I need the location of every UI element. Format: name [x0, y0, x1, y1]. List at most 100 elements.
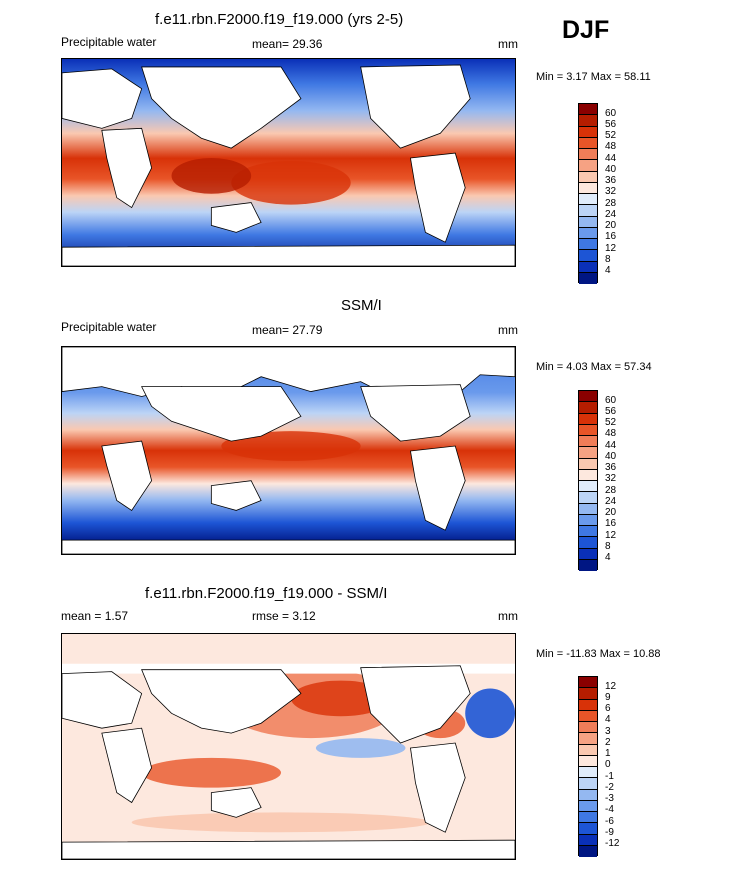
panel2-colorbar-label: 24	[605, 496, 617, 507]
panel1-land	[62, 64, 515, 266]
panel1-colorbar-swatch	[579, 205, 597, 217]
panel1-colorbar-label: 56	[605, 119, 617, 130]
panel3-map	[61, 633, 516, 860]
panel3-colorbar-swatch	[579, 823, 597, 835]
panel1-variable-label: Precipitable water	[61, 35, 157, 49]
panel3-colorbar-label: 6	[605, 703, 611, 714]
panel2-colorbar-swatch	[579, 424, 597, 436]
panel3-colorbar-label: -2	[605, 782, 614, 793]
panel2-colorbar-swatch	[579, 481, 597, 493]
panel2-colorbar-label: 52	[605, 417, 617, 428]
panel3-colorbar-swatch	[579, 767, 597, 779]
panel3-colorbar-label: -6	[605, 816, 614, 827]
panel1-colorbar-swatch	[579, 250, 597, 262]
panel2-colorbar-swatch	[579, 514, 597, 526]
panel2-colorbar-swatch	[579, 526, 597, 538]
panel1-colorbar-swatch	[579, 227, 597, 239]
panel3-colorbar-swatch	[579, 722, 597, 734]
panel1-colorbar-label: 36	[605, 175, 617, 186]
panel2-map	[61, 346, 516, 555]
panel3-colorbar	[578, 676, 598, 857]
panel1-colorbar-label: 4	[605, 265, 611, 276]
panel2-land	[62, 347, 515, 554]
panel1-colorbar-swatch	[579, 104, 597, 116]
panel1-title: f.e11.rbn.F2000.f19_f19.000 (yrs 2-5)	[155, 11, 404, 28]
panel2-colorbar-swatch	[579, 537, 597, 549]
panel1-colorbar-swatch	[579, 216, 597, 228]
panel1-colorbar-swatch	[579, 272, 597, 284]
panel1-colorbar-label: 44	[605, 153, 617, 164]
panel3-units: mm	[498, 609, 518, 623]
panel2-colorbar-swatch	[579, 469, 597, 481]
panel1-colorbar-label: 24	[605, 209, 617, 220]
panel2-colorbar-swatch	[579, 548, 597, 560]
panel1-colorbar-swatch	[579, 194, 597, 206]
panel3-colorbar-label: 1	[605, 748, 611, 759]
panel3-colorbar-label: -12	[605, 838, 620, 849]
panel2-title: SSM/I	[341, 297, 382, 314]
panel2-colorbar-label: 48	[605, 428, 617, 439]
panel1-colorbar-label: 40	[605, 164, 617, 175]
panel1-colorbar-label: 28	[605, 198, 617, 209]
panel1-colorbar-label: 16	[605, 231, 617, 242]
panel3-colorbar-swatch	[579, 677, 597, 689]
panel3-land	[62, 663, 515, 859]
panel3-colorbar-label: 0	[605, 759, 611, 770]
panel3-colorbar-swatch	[579, 699, 597, 711]
season-label: DJF	[562, 16, 610, 44]
panel3-title: f.e11.rbn.F2000.f19_f19.000 - SSM/I	[145, 585, 388, 602]
panel3-colorbar-swatch	[579, 789, 597, 801]
panel3-colorbar-swatch	[579, 688, 597, 700]
panel1-mean: mean= 29.36	[252, 37, 323, 51]
panel1-colorbar-label: 20	[605, 220, 617, 231]
panel3-colorbar-label: 4	[605, 714, 611, 725]
panel3-colorbar-label: -3	[605, 793, 614, 804]
panel1-colorbar-label: 48	[605, 141, 617, 152]
panel3-colorbar-swatch	[579, 845, 597, 857]
panel2-minmax: Min = 4.03 Max = 57.34	[536, 361, 652, 373]
panel3-colorbar-label: 3	[605, 726, 611, 737]
panel2-colorbar-swatch	[579, 559, 597, 571]
panel2-colorbar-swatch	[579, 436, 597, 448]
panel1-colorbar-swatch	[579, 126, 597, 138]
panel1-colorbar-swatch	[579, 261, 597, 273]
panel1-map-field	[62, 59, 515, 266]
panel2-colorbar-label: 40	[605, 451, 617, 462]
panel2-mean: mean= 27.79	[252, 323, 323, 337]
panel1-units: mm	[498, 37, 518, 51]
panel3-mean: mean = 1.57	[61, 609, 129, 623]
panel1-colorbar-swatch	[579, 160, 597, 172]
panel2-colorbar-swatch	[579, 402, 597, 414]
panel3-colorbar-swatch	[579, 778, 597, 790]
panel2-colorbar-swatch	[579, 458, 597, 470]
panel3-minmax: Min = -11.83 Max = 10.88	[536, 648, 661, 660]
panel3-colorbar-label: 2	[605, 737, 611, 748]
panel1-colorbar-label: 12	[605, 243, 617, 254]
panel1-colorbar-label: 60	[605, 108, 617, 119]
panel2-colorbar-swatch	[579, 391, 597, 403]
panel3-colorbar-label: 9	[605, 692, 611, 703]
panel1-colorbar-swatch	[579, 182, 597, 194]
panel2-colorbar-label: 44	[605, 440, 617, 451]
panel2-variable-label: Precipitable water	[61, 320, 157, 334]
panel3-rmse: rmse = 3.12	[252, 609, 316, 623]
panel1-map	[61, 58, 516, 267]
panel2-colorbar-swatch	[579, 503, 597, 515]
panel1-colorbar-label: 32	[605, 186, 617, 197]
panel2-units: mm	[498, 323, 518, 337]
panel3-colorbar-swatch	[579, 834, 597, 846]
panel2-colorbar-label: 28	[605, 485, 617, 496]
panel2-colorbar-label: 16	[605, 518, 617, 529]
panel2-colorbar-label: 60	[605, 395, 617, 406]
panel1-colorbar-label: 8	[605, 254, 611, 265]
panel3-colorbar-label: -1	[605, 771, 614, 782]
panel2-colorbar-label: 32	[605, 473, 617, 484]
panel2-map-field	[62, 347, 515, 554]
panel2-colorbar-label: 56	[605, 406, 617, 417]
panel1-colorbar-swatch	[579, 239, 597, 251]
panel3-colorbar-swatch	[579, 710, 597, 722]
panel1-colorbar-swatch	[579, 115, 597, 127]
panel3-colorbar-label: -4	[605, 804, 614, 815]
panel2-colorbar-label: 4	[605, 552, 611, 563]
panel2-colorbar-swatch	[579, 447, 597, 459]
